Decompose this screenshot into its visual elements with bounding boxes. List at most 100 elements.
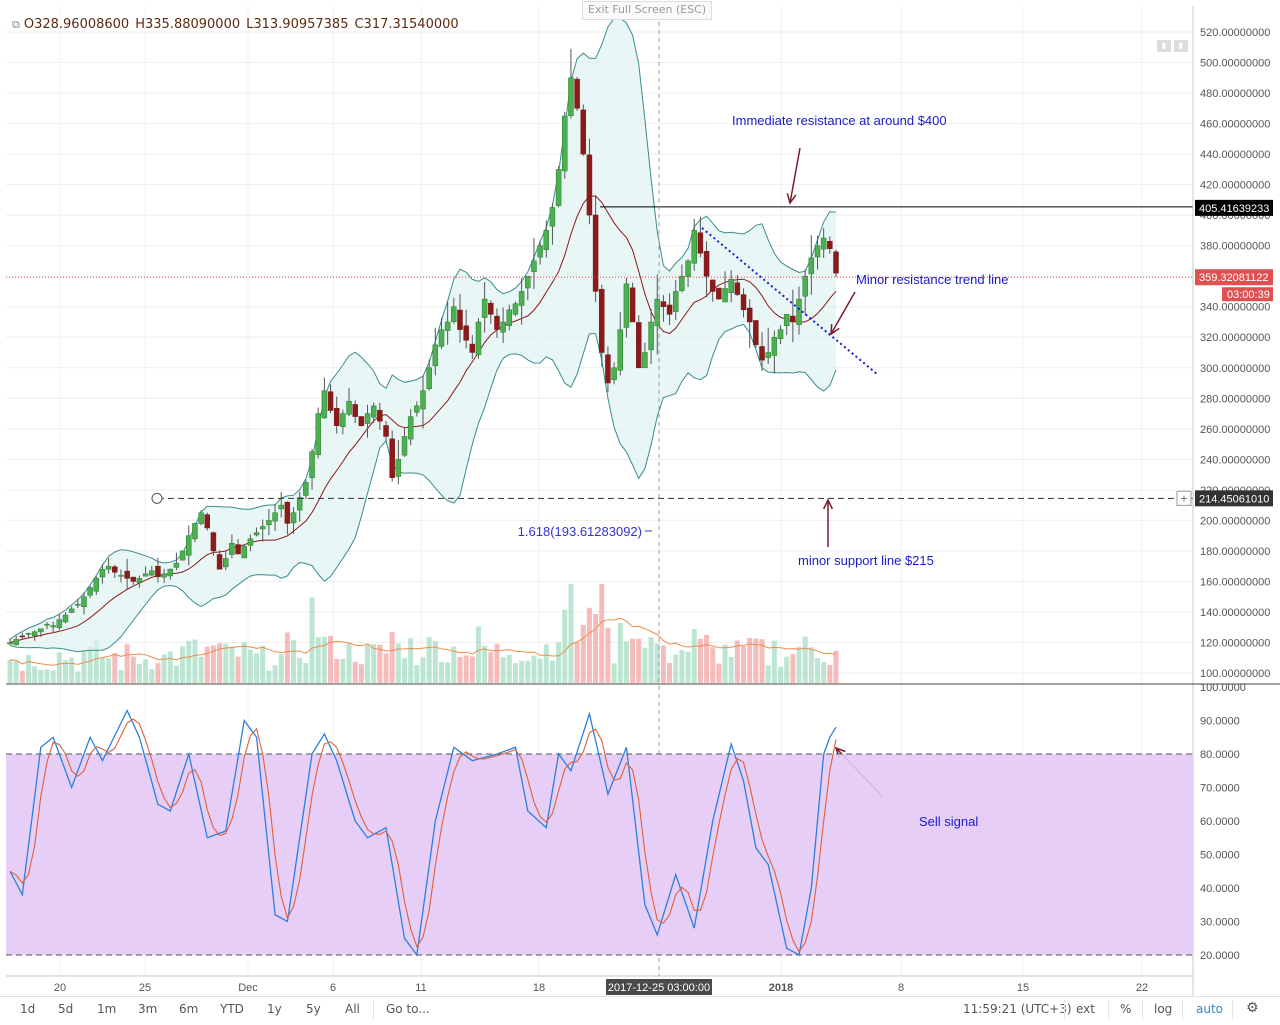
candle <box>562 111 568 179</box>
candle <box>210 531 217 556</box>
support-annotation: minor support line $215 <box>798 553 934 568</box>
candle-body <box>358 416 365 427</box>
candle <box>62 612 69 624</box>
candle <box>124 558 130 589</box>
timeframe-1y[interactable]: 1y <box>267 1002 282 1016</box>
percent-toggle[interactable]: % <box>1120 1002 1132 1016</box>
pane-minimize-icon[interactable]: ▮ <box>1157 40 1171 52</box>
candle <box>592 195 599 303</box>
candle <box>432 327 439 376</box>
timeframe-all[interactable]: All <box>345 1002 360 1016</box>
candle-body <box>303 481 309 496</box>
candle <box>586 138 593 225</box>
time-axis[interactable]: 20 25 Dec 6 11 18 2017-12-25 03:00:00 2018 8 15 22 <box>6 975 1193 995</box>
candle <box>777 325 784 345</box>
candle-body <box>635 322 642 369</box>
legend-toggle-icon[interactable]: ⧉ <box>12 18 20 31</box>
volume-bar <box>38 669 44 683</box>
timeframe-6m[interactable]: 6m <box>179 1002 199 1016</box>
timeframe-5y[interactable]: 5y <box>306 1002 321 1016</box>
volume-bar <box>660 645 666 683</box>
auto-toggle[interactable]: auto <box>1196 1002 1224 1016</box>
volume-bar <box>272 665 278 683</box>
volume-ma-line <box>9 617 837 666</box>
support-line-handle[interactable] <box>151 492 163 504</box>
volume-bar <box>426 637 432 683</box>
price-pane[interactable]: 1.618(193.61283092) Immediate resistance… <box>6 6 1193 976</box>
price-axis[interactable]: 520.00000000 500.00000000 480.00000000 460.… <box>1176 6 1273 996</box>
candle <box>783 314 790 336</box>
volume-bar <box>802 636 808 683</box>
timeframe-1m[interactable]: 1m <box>97 1002 117 1016</box>
goto-button[interactable]: Go to... <box>386 1002 430 1016</box>
candle <box>112 564 118 579</box>
ext-toggle[interactable]: ext <box>1076 1002 1095 1016</box>
volume-bar <box>180 646 186 683</box>
volume-bar <box>556 642 562 683</box>
candle-body <box>38 628 44 633</box>
time-tick-label: 22 <box>1136 982 1148 994</box>
candle-body <box>210 532 217 552</box>
candle <box>685 259 691 288</box>
candle <box>284 501 291 535</box>
gear-icon[interactable]: ⚙ <box>1246 1000 1259 1016</box>
candle <box>389 430 395 482</box>
timeframe-5d[interactable]: 5d <box>58 1002 74 1016</box>
candle-body <box>827 241 833 249</box>
timeframe-3m[interactable]: 3m <box>138 1002 158 1016</box>
candle <box>222 551 229 571</box>
candle <box>253 527 260 537</box>
candle <box>820 227 827 258</box>
candle-body <box>790 315 796 323</box>
candle-body <box>531 260 537 272</box>
candle-body <box>50 625 56 628</box>
price-tick-label: 240.00000000 <box>1200 454 1270 466</box>
timeframe-1d[interactable]: 1d <box>20 1002 36 1016</box>
candle <box>19 632 26 639</box>
candle <box>722 271 728 303</box>
volume-bar <box>642 647 648 683</box>
volume-bar <box>691 629 697 683</box>
candle <box>531 238 537 290</box>
volume-bar <box>414 665 420 683</box>
candle-body <box>629 287 636 323</box>
candle <box>327 384 334 414</box>
volume-bar <box>438 662 444 683</box>
candle-body <box>75 604 81 606</box>
candle <box>216 550 223 570</box>
volume-bar <box>297 657 303 683</box>
volume-bar <box>186 640 192 683</box>
pane-maximize-icon[interactable]: ▮ <box>1174 40 1188 52</box>
trendline-annotation: Minor resistance trend line <box>856 272 1008 287</box>
volume-bar <box>623 641 629 683</box>
exit-fullscreen-button[interactable]: Exit Full Screen (ESC) <box>582 1 713 20</box>
stochastic-k-line <box>9 708 837 957</box>
candle <box>31 630 38 641</box>
candle-body <box>568 77 574 116</box>
stochastic-pane[interactable]: Sell signal 100.0000 90.0000 80.0000 70.000… <box>6 682 1246 962</box>
candle <box>525 275 531 301</box>
candle-body <box>259 526 266 530</box>
volume-bar <box>192 639 198 683</box>
volume-bar <box>155 663 161 683</box>
candle-body <box>401 436 408 456</box>
log-toggle[interactable]: log <box>1154 1002 1173 1016</box>
candle <box>87 586 93 599</box>
candle-body <box>25 633 32 635</box>
candle-body <box>19 635 26 638</box>
volume-bar <box>611 663 617 683</box>
candle-body <box>808 257 815 275</box>
candle <box>149 565 155 577</box>
bottom-toolbar: 1d 5d 1m 3m 6m YTD 1y 5y All Go to... 11… <box>0 996 1280 1025</box>
price-tick-label: 320.00000000 <box>1200 332 1270 344</box>
timeframe-ytd[interactable]: YTD <box>220 1002 244 1016</box>
volume-bar <box>334 659 340 683</box>
oscillator-tick-label: 20.0000 <box>1200 950 1240 962</box>
oscillator-tick-label: 100.0000 <box>1200 682 1246 694</box>
oscillator-tick-label: 90.0000 <box>1200 716 1240 728</box>
volume-bar <box>340 658 346 683</box>
oscillator-tick-label: 40.0000 <box>1200 883 1240 895</box>
candle <box>740 288 747 318</box>
stochastic-d-line <box>9 718 837 953</box>
